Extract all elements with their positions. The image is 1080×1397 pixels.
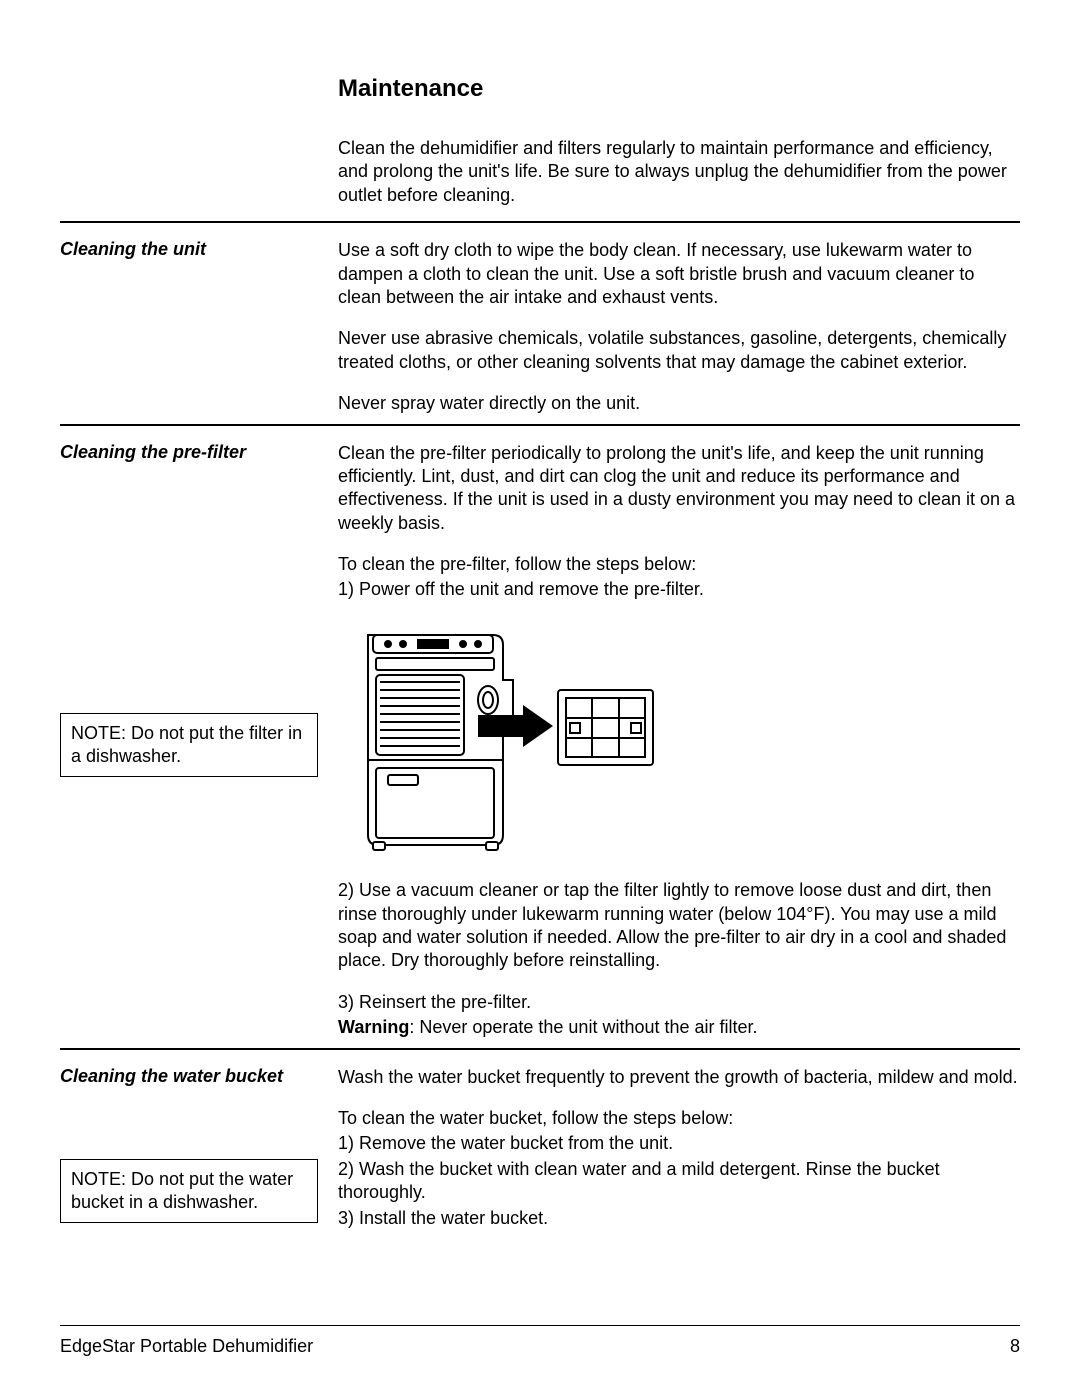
intro-paragraph: Clean the dehumidifier and filters regul… <box>338 137 1020 207</box>
body-text: To clean the water bucket, follow the st… <box>338 1107 1020 1130</box>
section-divider <box>60 221 1020 223</box>
body-text: Never use abrasive chemicals, volatile s… <box>338 327 1020 374</box>
body-text: 1) Power off the unit and remove the pre… <box>338 578 1020 601</box>
body-text: Never spray water directly on the unit. <box>338 392 1020 415</box>
section-cleaning-prefilter: Cleaning the pre-filter NOTE: Do not put… <box>60 436 1020 1048</box>
footer-product-name: EdgeStar Portable Dehumidifier <box>60 1336 313 1357</box>
body-text: Clean the pre-filter periodically to pro… <box>338 442 1020 536</box>
subhead-cleaning-unit: Cleaning the unit <box>60 239 318 260</box>
subhead-cleaning-prefilter: Cleaning the pre-filter <box>60 442 318 463</box>
section-divider <box>60 1048 1020 1050</box>
subhead-cleaning-bucket: Cleaning the water bucket <box>60 1066 318 1087</box>
section-cleaning-unit: Cleaning the unit Use a soft dry cloth t… <box>60 233 1020 423</box>
note-box-bucket: NOTE: Do not put the water bucket in a d… <box>60 1159 318 1224</box>
prefilter-diagram <box>338 620 1020 861</box>
body-text: 1) Remove the water bucket from the unit… <box>338 1132 1020 1155</box>
section-divider <box>60 424 1020 426</box>
warning-text: : Never operate the unit without the air… <box>409 1017 757 1037</box>
footer-divider <box>60 1325 1020 1326</box>
warning-label: Warning <box>338 1017 409 1037</box>
footer-page-number: 8 <box>1010 1336 1020 1357</box>
body-text: Use a soft dry cloth to wipe the body cl… <box>338 239 1020 309</box>
note-box-filter: NOTE: Do not put the filter in a dishwas… <box>60 713 318 778</box>
body-text: 3) Install the water bucket. <box>338 1207 1020 1230</box>
body-text: Warning: Never operate the unit without … <box>338 1016 1020 1039</box>
page-title: Maintenance <box>338 75 1020 103</box>
page-footer: EdgeStar Portable Dehumidifier 8 <box>60 1325 1020 1357</box>
body-text: 2) Wash the bucket with clean water and … <box>338 1158 1020 1205</box>
body-text: 3) Reinsert the pre-filter. <box>338 991 1020 1014</box>
body-text: 2) Use a vacuum cleaner or tap the filte… <box>338 879 1020 973</box>
body-text: Wash the water bucket frequently to prev… <box>338 1066 1020 1089</box>
section-cleaning-bucket: Cleaning the water bucket NOTE: Do not p… <box>60 1060 1020 1238</box>
body-text: To clean the pre-filter, follow the step… <box>338 553 1020 576</box>
